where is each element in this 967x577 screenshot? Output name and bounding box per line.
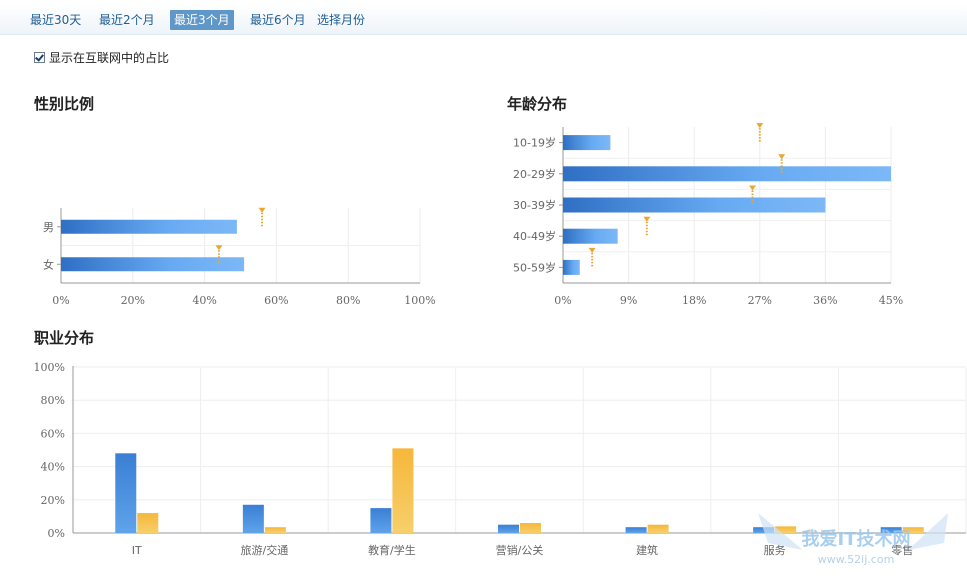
- occupation-site-bar: [880, 527, 902, 533]
- marker-head: [778, 154, 786, 160]
- tab-last-3-months[interactable]: 最近3个月: [170, 10, 234, 30]
- age-bar: [563, 197, 826, 213]
- gender-internet-marker: [258, 207, 266, 228]
- age-internet-marker: [643, 216, 651, 237]
- occupation-internet-bar: [520, 523, 541, 533]
- occupation-internet-bar: [392, 448, 414, 533]
- gender-chart-title: 性别比例: [34, 95, 95, 113]
- x-tick-label: 9%: [620, 294, 637, 307]
- tab-select-month[interactable]: 选择月份: [317, 13, 366, 27]
- category-label: IT: [132, 544, 142, 557]
- tab-last-30-days[interactable]: 最近30天: [30, 13, 82, 27]
- occupation-internet-bar: [775, 526, 797, 533]
- category-label: 旅游/交通: [240, 543, 288, 557]
- age-internet-marker: [778, 154, 786, 175]
- site-watermark: 我爱IT技术网 www.52ij.com: [758, 513, 948, 566]
- category-label: 20-29岁: [513, 167, 556, 181]
- marker-head: [258, 207, 266, 213]
- category-label: 营销/公关: [496, 543, 544, 557]
- x-tick-label: 40%: [192, 294, 216, 307]
- occupation-site-bar: [115, 453, 137, 533]
- category-label: 女: [43, 257, 54, 271]
- category-label: 服务: [764, 544, 786, 557]
- occupation-internet-bar: [137, 513, 159, 533]
- category-label: 教育/学生: [368, 543, 416, 557]
- x-tick-label: 0%: [554, 294, 571, 307]
- marker-head: [643, 216, 651, 222]
- x-tick-label: 80%: [336, 294, 360, 307]
- category-label: 10-19岁: [513, 136, 556, 150]
- occupation-site-bar: [370, 508, 392, 533]
- watermark-url: www.52ij.com: [818, 553, 895, 566]
- gender-bar: [61, 219, 237, 234]
- age-chart-title: 年龄分布: [507, 95, 568, 113]
- y-tick-label: 80%: [41, 394, 65, 407]
- x-tick-label: 60%: [264, 294, 288, 307]
- x-tick-label: 27%: [748, 294, 772, 307]
- x-tick-label: 36%: [813, 294, 837, 307]
- gender-bar: [61, 257, 245, 272]
- age-chart: 0% 9% 18% 27% 36% 45% 10-19岁 20-29岁 30-39岁 40-49岁…: [513, 123, 903, 307]
- occupation-internet-bar: [264, 527, 286, 533]
- category-label: 40-49岁: [513, 229, 556, 243]
- occupation-site-bar: [625, 527, 647, 533]
- age-internet-marker: [756, 123, 764, 144]
- x-tick-label: 0%: [52, 294, 69, 307]
- category-label: 30-39岁: [513, 198, 556, 212]
- y-tick-label: 20%: [41, 494, 65, 507]
- marker-head: [749, 185, 757, 191]
- occupation-site-bar: [753, 527, 775, 533]
- category-label: 零售: [891, 543, 913, 557]
- y-tick-label: 40%: [41, 461, 65, 474]
- y-tick-label: 0%: [48, 527, 65, 540]
- y-tick-label: 60%: [41, 427, 65, 440]
- occupation-chart-title: 职业分布: [34, 329, 95, 347]
- age-bar: [563, 166, 891, 182]
- x-tick-label: 18%: [682, 294, 706, 307]
- age-bar: [563, 228, 618, 244]
- watermark-title: 我爱IT技术网: [802, 528, 911, 550]
- period-tab-bar: 最近30天 最近2个月 最近3个月 最近6个月 选择月份: [0, 4, 967, 35]
- x-tick-label: 45%: [879, 294, 903, 307]
- age-bar: [563, 259, 580, 275]
- marker-head: [215, 245, 223, 251]
- x-tick-label: 20%: [121, 294, 145, 307]
- age-internet-marker: [749, 185, 757, 206]
- marker-head: [756, 123, 764, 129]
- tab-last-2-months[interactable]: 最近2个月: [99, 13, 155, 27]
- gender-internet-marker: [215, 245, 223, 266]
- checkbox[interactable]: [34, 52, 45, 63]
- checkbox-label: 显示在互联网中的占比: [49, 51, 170, 65]
- tab-last-6-months[interactable]: 最近6个月: [250, 13, 306, 27]
- y-tick-label: 100%: [34, 361, 65, 374]
- occupation-internet-bar: [902, 527, 924, 533]
- gender-chart: 0% 20% 40% 60% 80% 100% 男女: [43, 207, 436, 307]
- occupation-site-bar: [242, 504, 264, 533]
- marker-head: [588, 247, 596, 253]
- age-internet-marker: [588, 247, 596, 268]
- category-label: 男: [43, 221, 54, 234]
- occupation-chart: 0% 20% 40% 60% 80% 100% IT 旅游/交通 教育/学生 营销/公关 建筑 服务 零…: [34, 361, 967, 557]
- category-label: 建筑: [636, 543, 658, 557]
- category-label: 50-59岁: [513, 260, 556, 274]
- internet-share-toggle[interactable]: 显示在互联网中的占比: [34, 49, 169, 66]
- occupation-site-bar: [498, 524, 519, 533]
- occupation-internet-bar: [647, 524, 669, 533]
- age-bar: [563, 135, 611, 151]
- x-tick-label: 100%: [404, 294, 435, 307]
